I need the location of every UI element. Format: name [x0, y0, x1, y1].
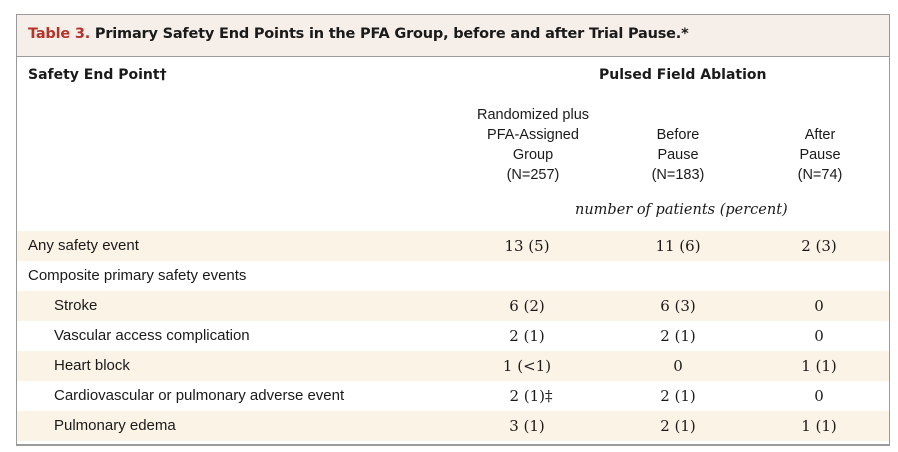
cell-before-pause: 2 (1): [660, 417, 696, 435]
table-row: Stroke 6 (2) 6 (3) 0: [17, 291, 889, 321]
row-label: Vascular access complication: [54, 327, 250, 344]
row-label: Pulmonary edema: [54, 417, 176, 434]
table-number: Table 3.: [28, 26, 91, 42]
column-header-after-pause: After Pause (N=74): [797, 127, 843, 183]
cell-after-pause: 0: [814, 387, 824, 405]
row-label: Any safety event: [28, 237, 139, 254]
table-caption: Primary Safety End Points in the PFA Gro…: [94, 26, 689, 42]
table-title-bar: Table 3. Primary Safety End Points in th…: [17, 15, 889, 57]
units-label: number of patients (percent): [575, 202, 788, 218]
cell-before-pause: 11 (6): [655, 237, 701, 255]
table-row: Composite primary safety events: [17, 261, 889, 291]
cell-before-pause: 2 (1): [660, 327, 696, 345]
cell-randomized: 1 (<1): [502, 357, 552, 375]
table-title: Table 3. Primary Safety End Points in th…: [28, 26, 689, 42]
cell-before-pause: 0: [673, 357, 683, 375]
cell-randomized: 2 (1)‡: [509, 387, 553, 405]
cell-after-pause: 2 (3): [801, 237, 837, 255]
cell-randomized: 6 (2): [509, 297, 545, 315]
table-row: Heart block 1 (<1) 0 1 (1): [17, 351, 889, 381]
cell-after-pause: 1 (1): [801, 417, 837, 435]
table-row: Any safety event 13 (5) 11 (6) 2 (3): [17, 231, 889, 261]
table-row: Cardiovascular or pulmonary adverse even…: [17, 381, 889, 411]
cell-after-pause: 0: [814, 327, 824, 345]
column-header-before-pause: Before Pause (N=183): [651, 127, 705, 183]
table-row: Pulmonary edema 3 (1) 2 (1) 1 (1): [17, 411, 889, 441]
column-header-randomized: Randomized plus PFA-Assigned Group (N=25…: [476, 107, 590, 183]
cell-randomized: 2 (1): [509, 327, 545, 345]
cell-randomized: 3 (1): [509, 417, 545, 435]
bottom-rule: [17, 444, 889, 445]
cell-randomized: 13 (5): [504, 237, 550, 255]
group-header: Pulsed Field Ablation: [599, 67, 767, 83]
cell-after-pause: 1 (1): [801, 357, 837, 375]
row-label: Heart block: [54, 357, 130, 374]
row-label: Stroke: [54, 297, 98, 314]
row-label: Composite primary safety events: [28, 267, 247, 284]
cell-before-pause: 6 (3): [660, 297, 696, 315]
row-header: Safety End Point†: [28, 67, 167, 83]
table-frame: Table 3. Primary Safety End Points in th…: [16, 14, 890, 446]
table-row: Vascular access complication 2 (1) 2 (1)…: [17, 321, 889, 351]
cell-after-pause: 0: [814, 297, 824, 315]
row-label: Cardiovascular or pulmonary adverse even…: [54, 387, 345, 404]
cell-before-pause: 2 (1): [660, 387, 696, 405]
